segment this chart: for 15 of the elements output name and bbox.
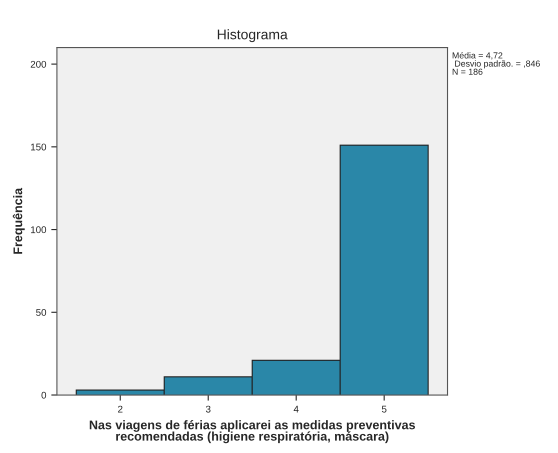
y-tick-label: 200 xyxy=(30,60,46,68)
y-axis-title: Frequência xyxy=(12,188,25,254)
y-tick-label: 50 xyxy=(36,309,46,316)
x-tick-label: 5 xyxy=(382,406,386,413)
y-tick-label: 150 xyxy=(31,144,46,150)
chart-title: Histograma xyxy=(218,29,288,42)
text: Média = 4,72 xyxy=(452,52,502,60)
x-tick-label: 2 xyxy=(118,406,122,412)
y-tick-label: 0 xyxy=(41,392,46,399)
x-tick-label: 3 xyxy=(206,406,211,413)
x-tick-label: 4 xyxy=(294,406,299,412)
x-axis-title: Nas viagens de férias aplicarei as medidas preventivas recomendadas (higiene respiratória, máscara) xyxy=(90,420,415,444)
text: Desvio padrão. = ,846 xyxy=(455,60,540,68)
text: N = 186 xyxy=(452,68,482,75)
y-tick-label: 100 xyxy=(31,226,46,234)
